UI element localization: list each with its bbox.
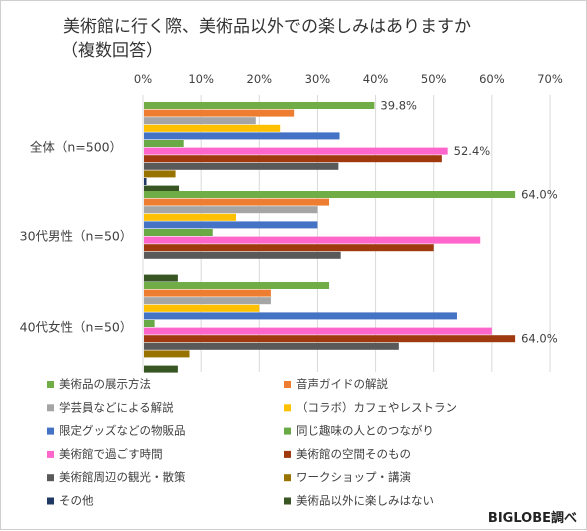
data-labels: 39.8% 52.4% 64.0% 64.0% <box>380 99 557 346</box>
bar-同じ趣味の人とのつながり-0 <box>144 140 184 147</box>
bar-音声ガイドの解説-1 <box>144 198 330 206</box>
bar-ワークショップ-講演-0 <box>144 170 176 178</box>
bar-ワークショップ-講演-2 <box>144 350 190 358</box>
bar-コラボ-カフェやレストラン-0 <box>144 124 281 132</box>
legend-swatch <box>284 404 291 412</box>
data-label: 64.0% <box>521 188 558 202</box>
bar-美術館で過ごす時間-2 <box>144 327 492 335</box>
legend-label: 同じ趣味の人とのつながり <box>296 424 434 438</box>
data-label: 64.0% <box>521 332 558 346</box>
bar-美術館の空間そのもの-0 <box>144 155 442 163</box>
legend-swatch <box>284 474 291 482</box>
legend-swatch <box>47 450 54 458</box>
bar-音声ガイドの解説-2 <box>144 289 271 297</box>
x-tick-label: 50% <box>421 72 447 86</box>
legend-label: （コラボ）カフェやレストラン <box>296 400 457 414</box>
legend-label: 美術館の空間そのもの <box>296 447 411 461</box>
bar-コラボ-カフェやレストラン-2 <box>144 304 260 312</box>
bar-美術品以外に楽しみはない-1 <box>144 274 178 282</box>
legend-swatch <box>284 427 291 435</box>
x-axis-ticks: 0% 10% 20% 30% 40% 50% 60% 70% <box>134 72 563 86</box>
bar-コラボ-カフェやレストラン-1 <box>144 213 237 221</box>
source-credit: BIGLOBE調べ <box>488 510 577 526</box>
legend-swatch <box>47 474 54 482</box>
legend-label: 美術品以外に楽しみはない <box>296 494 434 508</box>
bar-美術品以外に楽しみはない-2 <box>144 365 178 373</box>
legend-swatch <box>284 497 291 505</box>
legend-swatch <box>284 381 291 388</box>
category-labels: 全体（n=500） 30代男性（n=50） 40代女性（n=50） <box>20 140 133 335</box>
bar-音声ガイドの解説-0 <box>144 109 295 117</box>
legend-swatch <box>47 404 54 412</box>
bar-美術館周辺の観光-散策-2 <box>144 342 399 350</box>
bar-同じ趣味の人とのつながり-2 <box>144 320 155 327</box>
x-tick-label: 10% <box>188 72 214 86</box>
legend-label: 美術館周辺の観光・散策 <box>59 470 186 484</box>
legend-label: 美術品の展示方法 <box>59 377 151 391</box>
bars <box>144 102 516 373</box>
chart-title-line1: 美術館に行く際、美術品以外での楽しみはありますか <box>63 17 471 37</box>
legend-swatch <box>47 427 54 435</box>
bar-美術品以外に楽しみはない-0 <box>144 185 180 193</box>
x-tick-label: 0% <box>134 72 152 86</box>
gridlines <box>142 95 551 372</box>
chart-title-line2: （複数回答） <box>61 41 163 61</box>
bar-限定グッズなどの物販品-1 <box>144 221 318 229</box>
bar-美術品の展示方法-1 <box>144 191 516 198</box>
category-label: 40代女性（n=50） <box>20 320 133 335</box>
x-tick-label: 60% <box>479 72 505 86</box>
bar-限定グッズなどの物販品-0 <box>144 132 340 140</box>
bar-美術館で過ごす時間-0 <box>144 147 448 155</box>
legend-swatch <box>284 450 291 458</box>
data-label: 52.4% <box>454 144 491 158</box>
legend-label: ワークショップ・講演 <box>296 470 411 484</box>
bar-学芸員などによる解説-2 <box>144 297 271 305</box>
legend-label: 美術館で過ごす時間 <box>59 447 163 461</box>
x-tick-label: 30% <box>305 72 331 86</box>
bar-美術品の展示方法-0 <box>144 102 375 109</box>
bar-その他-0 <box>144 178 147 185</box>
bar-美術品の展示方法-2 <box>144 282 330 289</box>
bar-美術館の空間そのもの-2 <box>144 335 516 343</box>
x-tick-label: 40% <box>363 72 389 86</box>
x-tick-label: 70% <box>537 72 563 86</box>
bar-美術館周辺の観光-散策-1 <box>144 251 341 259</box>
category-label: 30代男性（n=50） <box>20 229 133 244</box>
category-label: 全体（n=500） <box>30 140 122 155</box>
bar-限定グッズなどの物販品-2 <box>144 312 457 320</box>
bar-美術館の空間そのもの-1 <box>144 244 434 252</box>
data-label: 39.8% <box>380 99 417 113</box>
legend-swatch <box>47 381 54 388</box>
legend-label: その他 <box>59 494 94 508</box>
x-tick-label: 20% <box>247 72 273 86</box>
legend-label: 音声ガイドの解説 <box>296 377 388 391</box>
legend-label: 限定グッズなどの物販品 <box>59 424 186 438</box>
bar-美術館周辺の観光-散策-0 <box>144 162 339 170</box>
bar-美術館で過ごす時間-1 <box>144 236 481 244</box>
bar-同じ趣味の人とのつながり-1 <box>144 229 213 236</box>
bar-学芸員などによる解説-0 <box>144 117 256 125</box>
legend-swatch <box>47 497 54 505</box>
bar-学芸員などによる解説-1 <box>144 206 318 214</box>
legend-label: 学芸員などによる解説 <box>59 400 174 414</box>
